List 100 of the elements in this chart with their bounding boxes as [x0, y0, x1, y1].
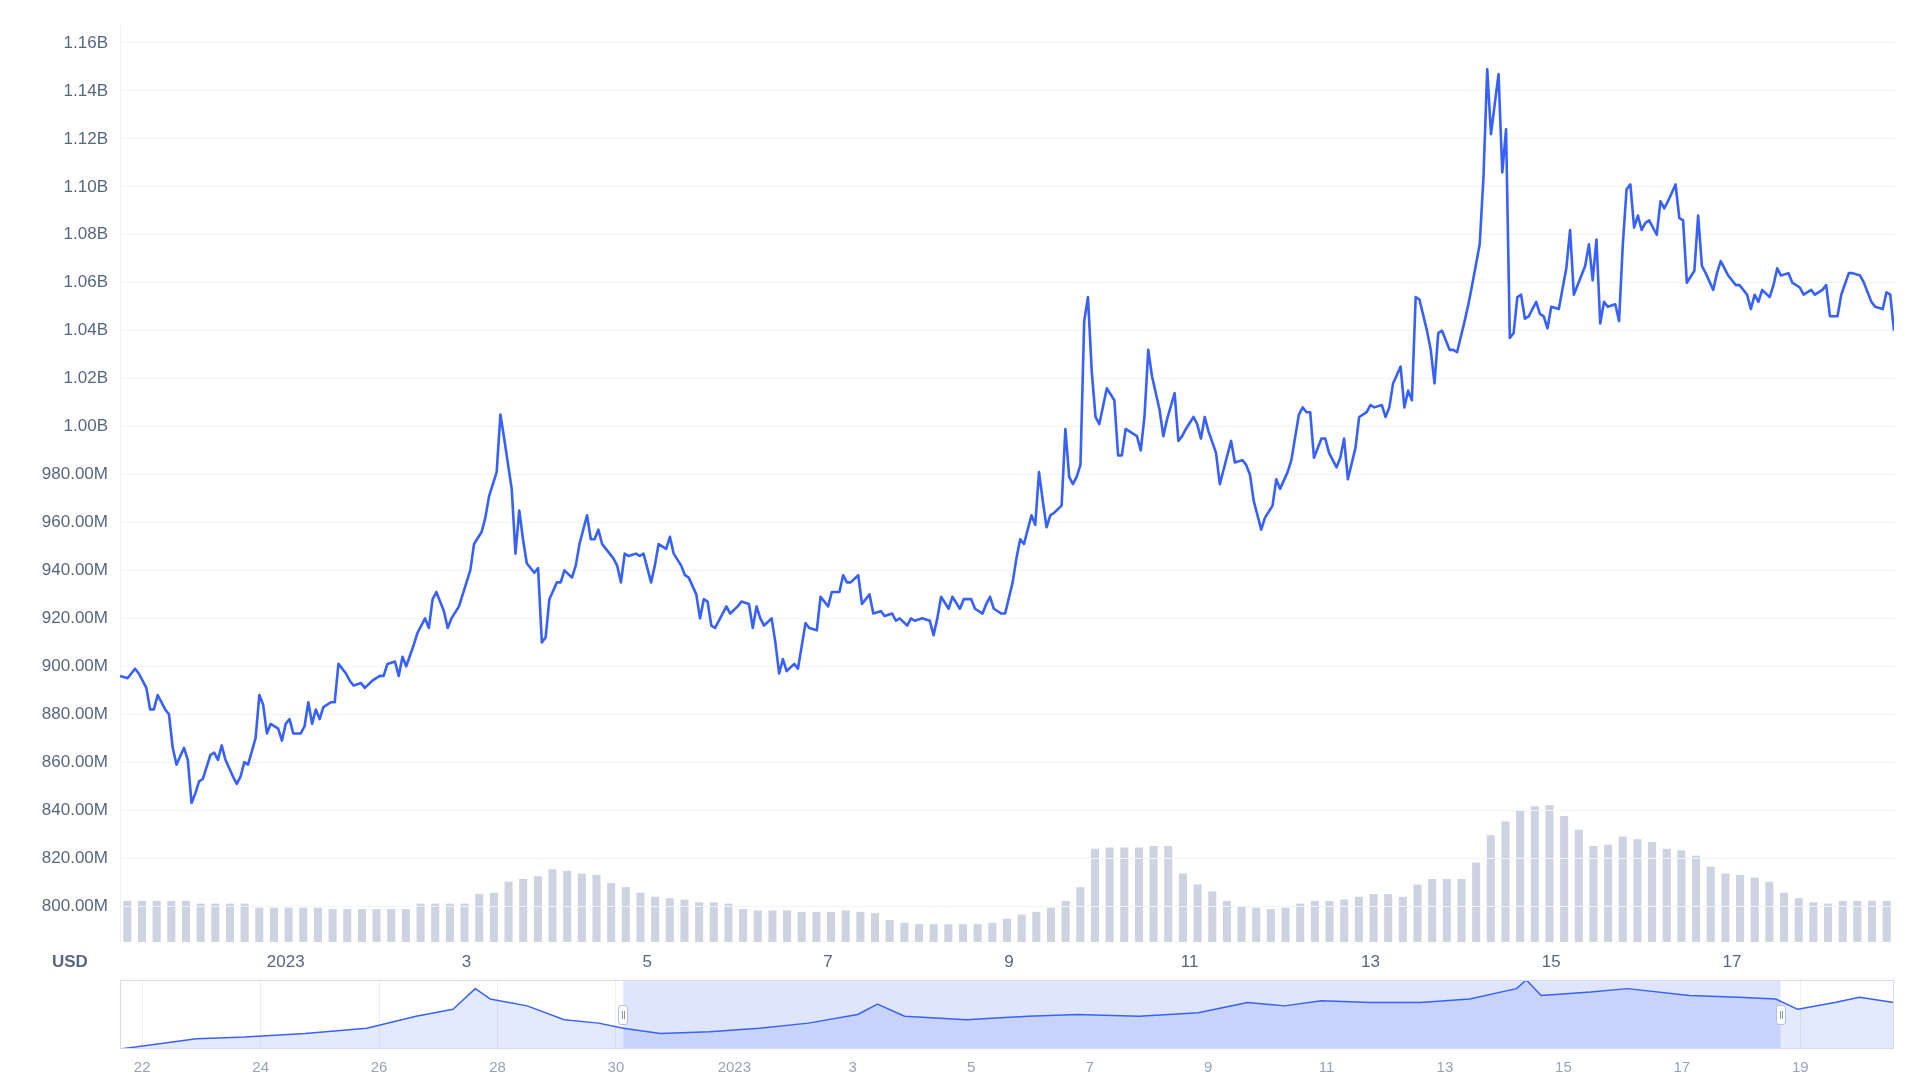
bar — [1442, 878, 1451, 942]
bar — [1589, 846, 1598, 942]
y-tick-label: 1.12B — [63, 128, 108, 148]
x-tick-label: 7 — [823, 951, 833, 971]
bar — [958, 924, 968, 942]
bar — [475, 894, 484, 942]
bar — [489, 892, 498, 942]
bar — [1398, 896, 1407, 942]
bar — [885, 920, 894, 942]
bar — [137, 900, 147, 942]
bar — [1340, 899, 1349, 942]
bar — [519, 878, 528, 942]
bar — [636, 892, 645, 942]
bar — [1604, 844, 1613, 942]
bar — [211, 903, 220, 942]
bar — [1486, 835, 1495, 942]
bar — [1120, 847, 1129, 942]
bar — [548, 869, 557, 942]
bar — [1618, 836, 1627, 942]
bar — [1516, 810, 1525, 942]
bar — [753, 910, 762, 942]
y-tick-label: 900.00M — [41, 655, 108, 675]
bar — [1384, 894, 1393, 942]
y-tick-label: 960.00M — [41, 512, 108, 532]
bar — [269, 907, 278, 942]
bar — [416, 903, 425, 942]
bar — [1032, 911, 1041, 942]
bar — [1736, 874, 1745, 942]
x-tick-label: 9 — [1203, 1058, 1213, 1076]
bar — [196, 903, 205, 942]
bar — [1574, 829, 1583, 942]
bar — [1296, 903, 1305, 942]
bar — [1780, 892, 1789, 942]
bar — [1105, 847, 1114, 942]
bar — [1369, 894, 1378, 942]
y-tick-label: 800.00M — [41, 895, 108, 915]
y-axis-title: USD — [52, 952, 88, 972]
bar — [1472, 862, 1481, 942]
bar — [577, 873, 586, 942]
bar — [1090, 848, 1099, 942]
y-tick-label: 880.00M — [41, 703, 108, 723]
bar — [1281, 907, 1290, 942]
x-tick-label: 3 — [461, 951, 472, 971]
bar — [240, 903, 249, 942]
x-tick-label: 2023 — [266, 951, 305, 971]
bar — [1530, 806, 1539, 942]
bar — [1794, 898, 1803, 942]
bar — [284, 907, 293, 942]
y-tick-label: 940.00M — [41, 560, 108, 580]
bar — [1867, 900, 1877, 942]
bar — [1252, 907, 1261, 942]
y-tick-label: 1.08B — [63, 224, 108, 244]
x-tick-label: 28 — [489, 1058, 506, 1076]
y-tick-label: 1.02B — [63, 368, 108, 388]
bar — [431, 903, 440, 942]
y-tick-label: 1.06B — [63, 272, 108, 292]
bar — [1648, 841, 1657, 942]
x-tick-label: 24 — [252, 1058, 269, 1076]
bar — [973, 924, 982, 942]
bar — [1853, 900, 1862, 942]
bar — [1662, 848, 1671, 942]
bar — [1325, 900, 1334, 942]
bar — [1838, 900, 1847, 942]
bar — [1354, 896, 1363, 942]
x-tick-label: 11 — [1318, 1058, 1335, 1076]
bar — [665, 898, 674, 942]
x-tick-label: 7 — [1085, 1058, 1094, 1076]
bar — [1721, 873, 1730, 942]
bar — [1310, 900, 1319, 942]
bar — [1076, 887, 1085, 942]
bar — [1809, 902, 1818, 942]
bar — [871, 913, 880, 942]
bar — [827, 911, 836, 942]
bar — [944, 924, 953, 942]
bar — [255, 907, 264, 942]
bar — [372, 909, 381, 942]
bar — [1457, 878, 1466, 942]
bar — [1149, 846, 1158, 942]
bar — [299, 907, 308, 942]
bar — [1193, 884, 1202, 942]
bar — [607, 883, 616, 942]
bar — [1002, 918, 1012, 942]
bar — [1677, 850, 1686, 942]
bar — [929, 924, 938, 942]
bar — [739, 909, 748, 942]
bar — [123, 900, 132, 942]
bar — [563, 870, 572, 942]
x-tick-label: 2023 — [717, 1058, 752, 1076]
bar — [1413, 884, 1422, 942]
bar — [1692, 855, 1701, 942]
y-tick-label: 820.00M — [41, 847, 108, 867]
bar — [504, 881, 513, 942]
x-tick-label: 9 — [1004, 951, 1014, 971]
x-tick-label: 22 — [133, 1058, 151, 1076]
bar — [1237, 906, 1246, 942]
bar — [592, 874, 601, 942]
bar — [1222, 900, 1231, 942]
bar — [812, 911, 821, 942]
bar — [1750, 877, 1759, 942]
bar — [1765, 881, 1774, 942]
